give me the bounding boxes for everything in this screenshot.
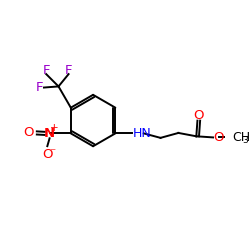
Text: F: F [42,64,50,76]
Text: CH: CH [232,131,250,144]
Text: N: N [44,127,55,140]
Text: O: O [194,109,204,122]
Text: O: O [214,131,224,144]
Text: F: F [65,64,72,76]
Text: HN: HN [132,127,151,140]
Text: ⁻: ⁻ [49,146,55,159]
Text: 3: 3 [242,136,248,145]
Text: O: O [42,148,52,161]
Text: O: O [24,126,34,140]
Text: +: + [50,124,58,134]
Text: F: F [36,81,44,94]
